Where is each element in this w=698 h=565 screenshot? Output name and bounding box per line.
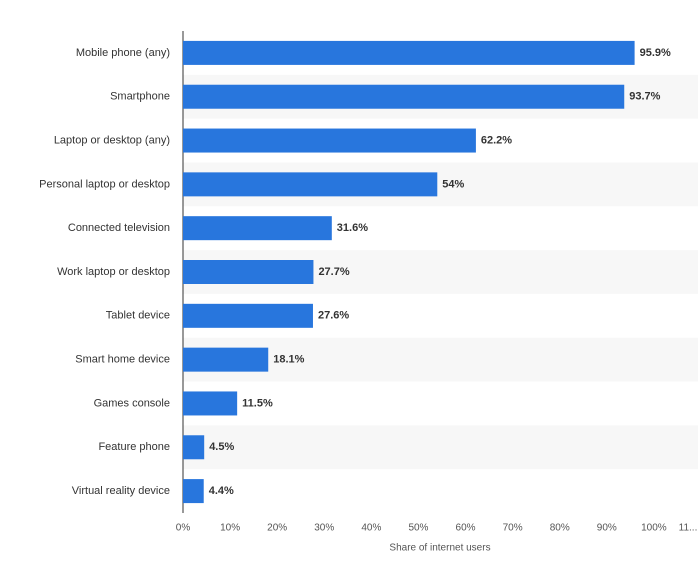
- bar: [183, 435, 205, 460]
- y-tick-label: Laptop or desktop (any): [54, 134, 170, 146]
- value-label: 95.9%: [640, 47, 671, 59]
- bar: [183, 391, 238, 416]
- y-tick-label: Personal laptop or desktop: [39, 178, 170, 190]
- y-tick-label: Mobile phone (any): [76, 47, 170, 59]
- x-tick-label: 100%: [641, 523, 667, 534]
- y-tick-label: Tablet device: [106, 310, 170, 322]
- value-label: 62.2%: [481, 134, 512, 146]
- bar: [183, 479, 204, 504]
- y-tick-label: Connected television: [68, 222, 170, 234]
- bar: [183, 303, 313, 328]
- y-tick-label: Smart home device: [75, 354, 170, 366]
- value-label: 93.7%: [629, 91, 660, 103]
- x-tick-label: 40%: [361, 523, 381, 534]
- bar: [183, 260, 314, 284]
- x-tick-label: 70%: [503, 523, 523, 534]
- x-tick-label: 0%: [176, 523, 191, 534]
- value-label: 27.7%: [318, 266, 349, 278]
- x-tick-label: 10%: [220, 523, 240, 534]
- x-tick-label: 90%: [597, 523, 617, 534]
- x-axis-title: Share of internet users: [389, 543, 490, 554]
- value-label: 4.4%: [209, 485, 234, 497]
- x-tick-label: 60%: [456, 523, 476, 534]
- bar: [183, 347, 269, 372]
- row-stripe: [183, 337, 698, 382]
- value-label: 18.1%: [273, 354, 304, 366]
- bar: [183, 128, 476, 153]
- bar: [183, 84, 625, 109]
- row-stripe: [183, 425, 698, 470]
- y-tick-label: Work laptop or desktop: [57, 266, 170, 278]
- bar: [183, 216, 332, 241]
- y-tick-label: Games console: [94, 397, 170, 409]
- value-label: 54%: [442, 178, 464, 190]
- x-tick-label: 11...: [679, 523, 698, 534]
- x-tick-label: 30%: [314, 523, 334, 534]
- value-label: 11.5%: [242, 397, 273, 409]
- x-tick-label: 50%: [408, 523, 428, 534]
- x-tick-label: 20%: [267, 523, 287, 534]
- y-tick-label: Virtual reality device: [72, 485, 170, 497]
- x-tick-label: 80%: [550, 523, 570, 534]
- value-label: 27.6%: [318, 310, 349, 322]
- bar: [183, 40, 635, 65]
- value-label: 31.6%: [337, 222, 368, 234]
- y-tick-label: Smartphone: [110, 91, 170, 103]
- value-label: 4.5%: [209, 441, 234, 453]
- y-tick-label: Feature phone: [98, 441, 170, 453]
- bar: [183, 172, 438, 197]
